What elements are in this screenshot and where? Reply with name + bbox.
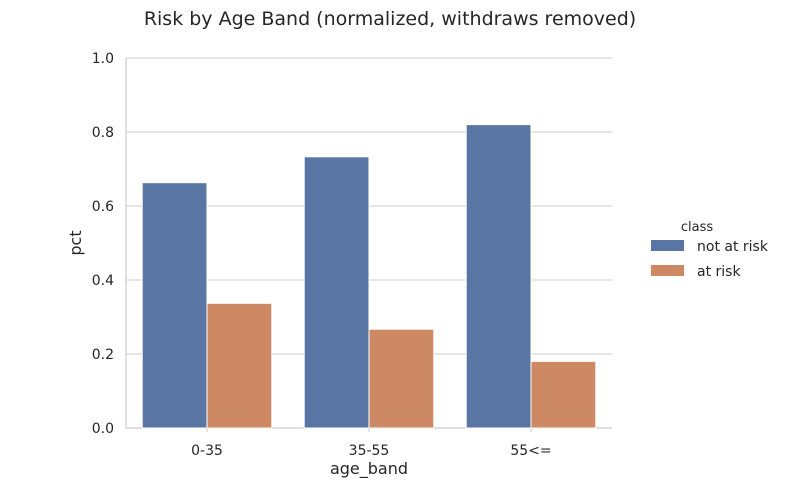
x-tick-label: 35-55 (349, 443, 390, 459)
legend: class not at risk at risk (651, 220, 769, 280)
bar-not-at-risk-35-55 (303, 156, 370, 429)
bar-at-risk-0-35 (206, 302, 273, 429)
x-axis-label: age_band (330, 459, 408, 479)
bars (141, 124, 597, 429)
x-tick-label: 0-35 (191, 443, 223, 459)
legend-swatch-at-risk (651, 265, 684, 276)
y-tick-label: 0.0 (92, 421, 114, 437)
y-tick-label: 1.0 (92, 51, 114, 67)
x-tick-labels: 0-35 35-55 55<= (191, 428, 552, 459)
y-tick-label: 0.6 (92, 199, 114, 215)
x-tick-label: 55<= (510, 443, 551, 459)
y-axis-label: pct (66, 230, 85, 255)
legend-items: not at risk at risk (651, 239, 769, 280)
legend-label-not-at-risk: not at risk (697, 239, 769, 255)
bar-at-risk-35-55 (368, 328, 435, 429)
bar-not-at-risk-0-35 (141, 182, 208, 429)
y-tick-label: 0.2 (92, 347, 114, 363)
legend-title: class (681, 220, 713, 235)
chart-title: Risk by Age Band (normalized, withdraws … (144, 8, 636, 30)
legend-swatch-not-at-risk (651, 240, 684, 251)
y-tick-label: 0.8 (92, 125, 114, 141)
bar-not-at-risk-55<= (465, 124, 532, 429)
bar-at-risk-55<= (530, 360, 597, 429)
y-tick-label: 0.4 (92, 273, 114, 289)
y-tick-labels: 0.0 0.2 0.4 0.6 0.8 1.0 (92, 51, 114, 437)
legend-label-at-risk: at risk (697, 264, 741, 280)
